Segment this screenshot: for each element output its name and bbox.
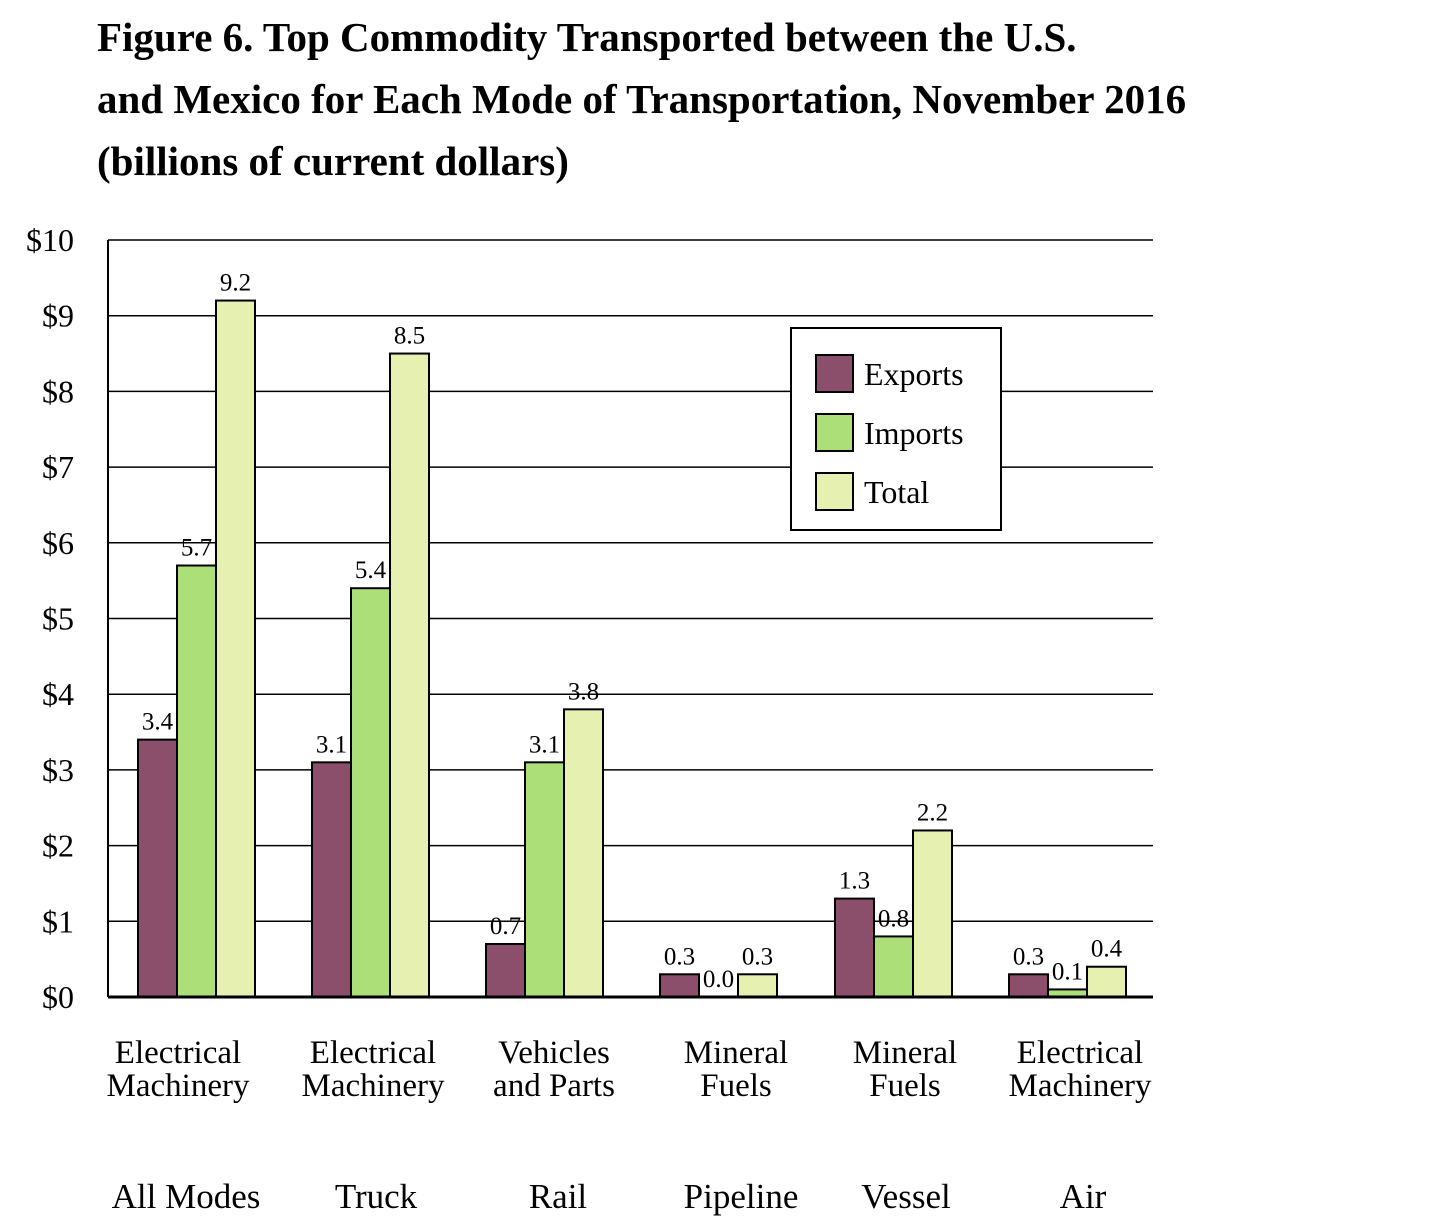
y-tick-label: $8 [42, 373, 74, 409]
bar-total-2 [563, 708, 604, 999]
category-label: Electrical [310, 1035, 436, 1071]
category-label: Electrical [1017, 1035, 1143, 1071]
data-label: 3.1 [529, 731, 560, 758]
mode-label: All Modes [112, 1177, 261, 1216]
bar-exports-0 [137, 738, 178, 998]
mode-label: Vessel [861, 1177, 951, 1216]
data-label: 9.2 [220, 270, 251, 297]
mode-label: Pipeline [684, 1177, 799, 1216]
category-label: Mineral [684, 1035, 788, 1071]
data-label: 2.2 [917, 799, 948, 826]
title-line-3: (billions of current dollars) [97, 138, 569, 184]
y-tick-label: $10 [26, 222, 74, 258]
data-label: 0.8 [878, 905, 909, 932]
data-label: 0.7 [490, 913, 521, 940]
chart-title: Figure 6. Top Commodity Transported betw… [97, 6, 1427, 192]
category-label: Fuels [700, 1068, 772, 1104]
data-label: 5.4 [355, 557, 387, 584]
bar-exports-4 [834, 897, 875, 999]
data-label: 3.4 [142, 709, 174, 736]
bar-total-1 [389, 352, 430, 998]
data-label: 0.3 [664, 943, 695, 970]
bar-exports-5 [1008, 973, 1049, 998]
data-label: 0.0 [703, 966, 734, 993]
category-label: Vehicles [498, 1035, 610, 1071]
legend-swatch-imports [815, 413, 854, 452]
bar-total-5 [1086, 965, 1127, 998]
mode-label: Rail [529, 1177, 588, 1216]
bar-imports-0 [176, 564, 217, 998]
data-label: 5.7 [181, 535, 212, 562]
data-label: 0.3 [742, 943, 773, 970]
title-line-1: Figure 6. Top Commodity Transported betw… [97, 14, 1077, 60]
legend-label: Total [864, 474, 929, 510]
category-label: and Parts [493, 1068, 615, 1104]
legend-label: Exports [864, 356, 964, 392]
category-label: Electrical [115, 1035, 241, 1071]
bar-exports-1 [311, 761, 352, 999]
bar-imports-2 [524, 761, 565, 999]
title-line-2: and Mexico for Each Mode of Transportati… [97, 76, 1187, 122]
category-label: Fuels [869, 1068, 941, 1104]
data-label: 3.1 [316, 731, 347, 758]
data-label: 8.5 [394, 323, 425, 350]
bar-imports-4 [873, 935, 914, 999]
category-label: Machinery [107, 1068, 250, 1104]
y-tick-label: $6 [42, 525, 74, 561]
y-tick-label: $1 [42, 903, 74, 939]
y-tick-label: $9 [42, 298, 74, 334]
data-label: 0.4 [1091, 936, 1123, 963]
bar-exports-3 [659, 973, 700, 998]
mode-label: Air [1060, 1177, 1107, 1216]
bar-exports-2 [485, 943, 526, 999]
bar-total-3 [737, 973, 778, 998]
y-tick-label: $2 [42, 828, 74, 864]
y-tick-label: $5 [42, 601, 74, 637]
y-tick-label: $7 [42, 449, 74, 485]
legend-label: Imports [864, 415, 964, 451]
legend-swatch-exports [815, 354, 854, 393]
data-label: 3.8 [568, 678, 599, 705]
y-tick-label: $0 [42, 979, 74, 1015]
data-label: 0.1 [1052, 958, 1083, 985]
legend-swatch-total [815, 472, 854, 511]
category-label: Machinery [1009, 1068, 1152, 1104]
category-label: Mineral [853, 1035, 957, 1071]
bar-total-4 [912, 829, 953, 999]
category-label: Machinery [302, 1068, 445, 1104]
mode-label: Truck [335, 1177, 418, 1216]
bar-imports-1 [350, 587, 391, 998]
data-label: 1.3 [839, 868, 870, 895]
y-tick-label: $4 [42, 676, 74, 712]
y-tick-label: $3 [42, 752, 74, 788]
bar-total-0 [215, 299, 256, 998]
data-label: 0.3 [1013, 943, 1044, 970]
